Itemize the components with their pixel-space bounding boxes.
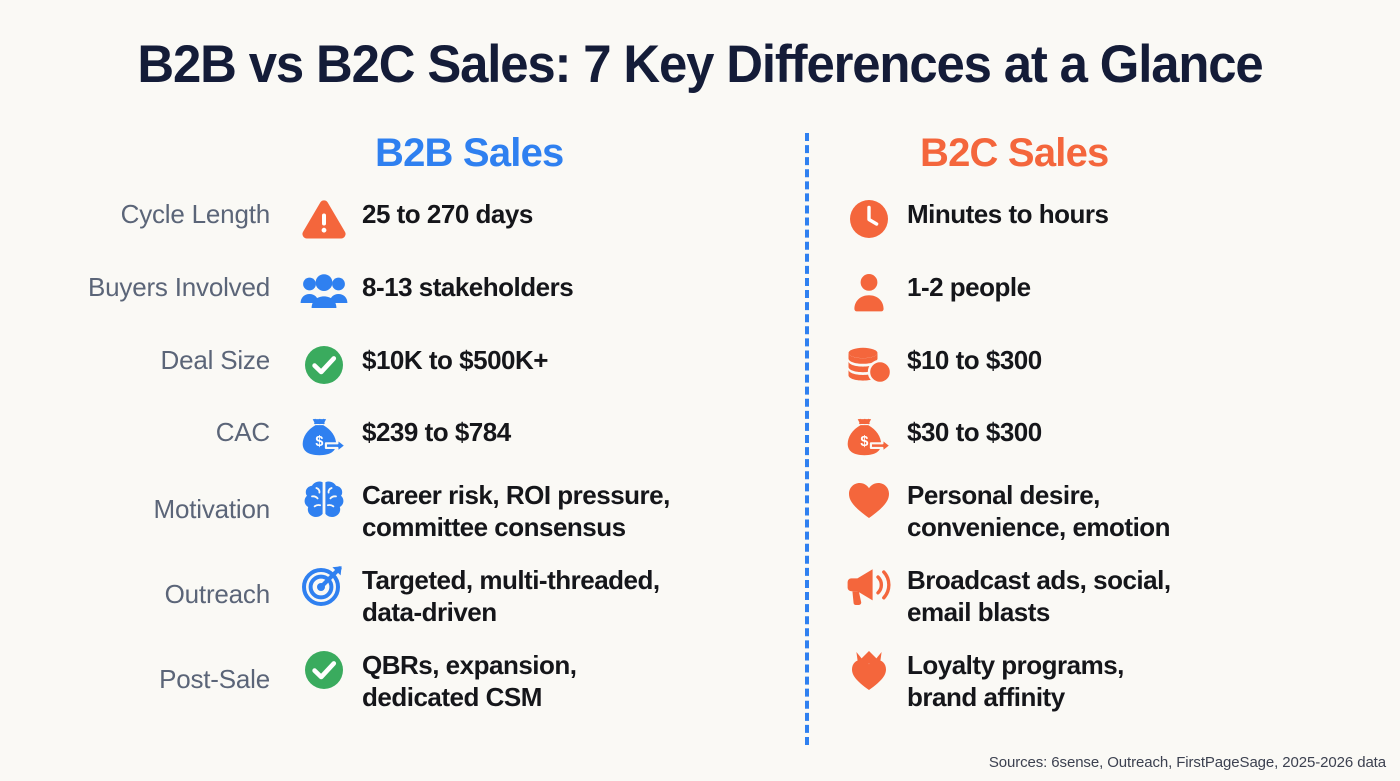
money-bag-arrow-icon: $ (845, 415, 893, 459)
cell-b2b: 25 to 270 days (300, 197, 533, 241)
comparison-row: Cycle Length 25 to 270 days Minutes to h… (0, 197, 1400, 270)
row-label-deal-size: Deal Size (160, 345, 271, 375)
cell-b2b: Targeted, multi-threaded, data-driven (300, 563, 660, 628)
column-divider (805, 133, 809, 745)
comparison-row: Outreach Targeted, multi-threaded, data-… (0, 563, 1400, 648)
cell-value: 1-2 people (907, 272, 1031, 302)
cell-b2b: $10K to $500K+ (300, 343, 548, 387)
cell-value: Loyalty programs, brand affinity (907, 650, 1124, 712)
row-label-outreach: Outreach (164, 579, 271, 609)
cell-b2c: Broadcast ads, social, email blasts (845, 563, 1171, 628)
comparison-row: Motivation Career risk, ROI pressure, co… (0, 478, 1400, 563)
cell-b2c: Minutes to hours (845, 197, 1109, 241)
comparison-row: Buyers Involved 8-13 stakeholders 1-2 pe… (0, 270, 1400, 343)
row-label-cycle-length: Cycle Length (120, 199, 271, 229)
row-label-cac: CAC (215, 417, 270, 447)
cell-b2b: QBRs, expansion, dedicated CSM (300, 648, 577, 713)
cell-b2b: $ $239 to $784 (300, 415, 511, 459)
warning-triangle-icon (300, 197, 348, 241)
cell-value: Broadcast ads, social, email blasts (907, 565, 1171, 627)
row-label-buyers-involved: Buyers Involved (88, 272, 270, 302)
cell-b2c: Personal desire, convenience, emotion (845, 478, 1171, 543)
cell-value: $10K to $500K+ (362, 345, 548, 375)
cell-value: Targeted, multi-threaded, data-driven (362, 565, 660, 627)
comparison-rows: Cycle Length 25 to 270 days Minutes to h… (0, 197, 1400, 718)
cell-value: QBRs, expansion, dedicated CSM (362, 650, 577, 712)
column-header-b2c: B2C Sales (920, 131, 1109, 175)
svg-text:$: $ (860, 434, 868, 450)
comparison-row: Post-Sale QBRs, expansion, dedicated CSM… (0, 648, 1400, 718)
cell-b2c: $ $30 to $300 (845, 415, 1042, 459)
target-arrow-icon (300, 563, 348, 607)
check-circle-icon (300, 648, 348, 692)
comparison-row: Deal Size $10K to $500K+ $10 to $300 (0, 343, 1400, 415)
check-circle-icon (300, 343, 348, 387)
person-icon (845, 270, 893, 314)
clock-icon (845, 197, 893, 241)
cell-b2b: 8-13 stakeholders (300, 270, 574, 314)
cell-b2c: Loyalty programs, brand affinity (845, 648, 1124, 713)
cell-b2c: 1-2 people (845, 270, 1031, 314)
cell-b2b: Career risk, ROI pressure, committee con… (300, 478, 670, 543)
page-title: B2B vs B2C Sales: 7 Key Differences at a… (137, 35, 1263, 94)
cell-value: Career risk, ROI pressure, committee con… (362, 480, 670, 542)
cell-value: $10 to $300 (907, 345, 1042, 375)
megaphone-icon (845, 563, 893, 607)
heart-icon (845, 478, 893, 522)
cell-value: 25 to 270 days (362, 199, 533, 229)
crown-heart-icon (845, 648, 893, 692)
cell-value: Personal desire, convenience, emotion (907, 480, 1171, 542)
column-header-b2b: B2B Sales (375, 131, 564, 175)
cell-b2c: $10 to $300 (845, 343, 1042, 387)
svg-text:$: $ (315, 434, 323, 450)
cell-value: $30 to $300 (907, 417, 1042, 447)
sources-footer: Sources: 6sense, Outreach, FirstPageSage… (988, 754, 1386, 771)
comparison-row: CAC $ $239 to $784 $ $30 to $300 (0, 415, 1400, 478)
cell-value: $239 to $784 (362, 417, 511, 447)
row-label-motivation: Motivation (153, 494, 271, 524)
coins-stack-icon (845, 343, 893, 387)
money-bag-arrow-icon: $ (300, 415, 348, 459)
row-label-post-sale: Post-Sale (159, 664, 270, 694)
brain-icon (300, 478, 348, 522)
people-group-icon (300, 270, 348, 314)
cell-value: Minutes to hours (907, 199, 1109, 229)
cell-value: 8-13 stakeholders (362, 272, 574, 302)
